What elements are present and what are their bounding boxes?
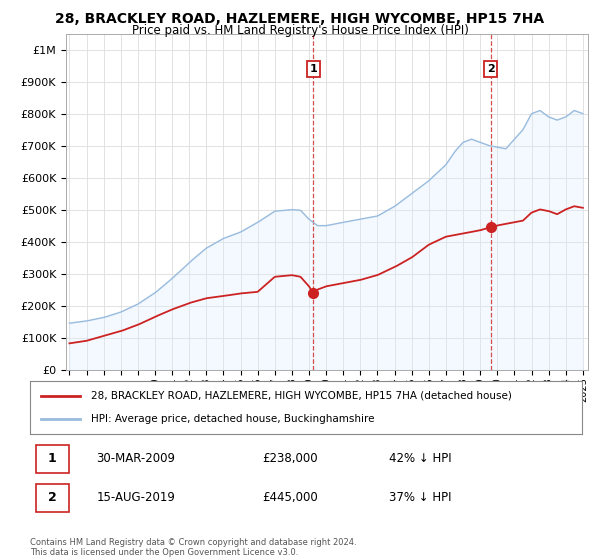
Text: 42% ↓ HPI: 42% ↓ HPI [389, 452, 451, 465]
Text: £238,000: £238,000 [262, 452, 317, 465]
Text: Contains HM Land Registry data © Crown copyright and database right 2024.
This d: Contains HM Land Registry data © Crown c… [30, 538, 356, 557]
Text: 37% ↓ HPI: 37% ↓ HPI [389, 491, 451, 505]
Text: Price paid vs. HM Land Registry's House Price Index (HPI): Price paid vs. HM Land Registry's House … [131, 24, 469, 36]
Text: 2: 2 [487, 64, 494, 74]
FancyBboxPatch shape [35, 484, 68, 512]
Text: 28, BRACKLEY ROAD, HAZLEMERE, HIGH WYCOMBE, HP15 7HA (detached house): 28, BRACKLEY ROAD, HAZLEMERE, HIGH WYCOM… [91, 391, 512, 401]
Text: £445,000: £445,000 [262, 491, 317, 505]
Text: 30-MAR-2009: 30-MAR-2009 [96, 452, 175, 465]
Text: 1: 1 [48, 452, 56, 465]
Text: 1: 1 [310, 64, 317, 74]
Text: 15-AUG-2019: 15-AUG-2019 [96, 491, 175, 505]
Text: HPI: Average price, detached house, Buckinghamshire: HPI: Average price, detached house, Buck… [91, 414, 374, 424]
Text: 2: 2 [48, 491, 56, 505]
Text: 28, BRACKLEY ROAD, HAZLEMERE, HIGH WYCOMBE, HP15 7HA: 28, BRACKLEY ROAD, HAZLEMERE, HIGH WYCOM… [55, 12, 545, 26]
FancyBboxPatch shape [35, 445, 68, 473]
